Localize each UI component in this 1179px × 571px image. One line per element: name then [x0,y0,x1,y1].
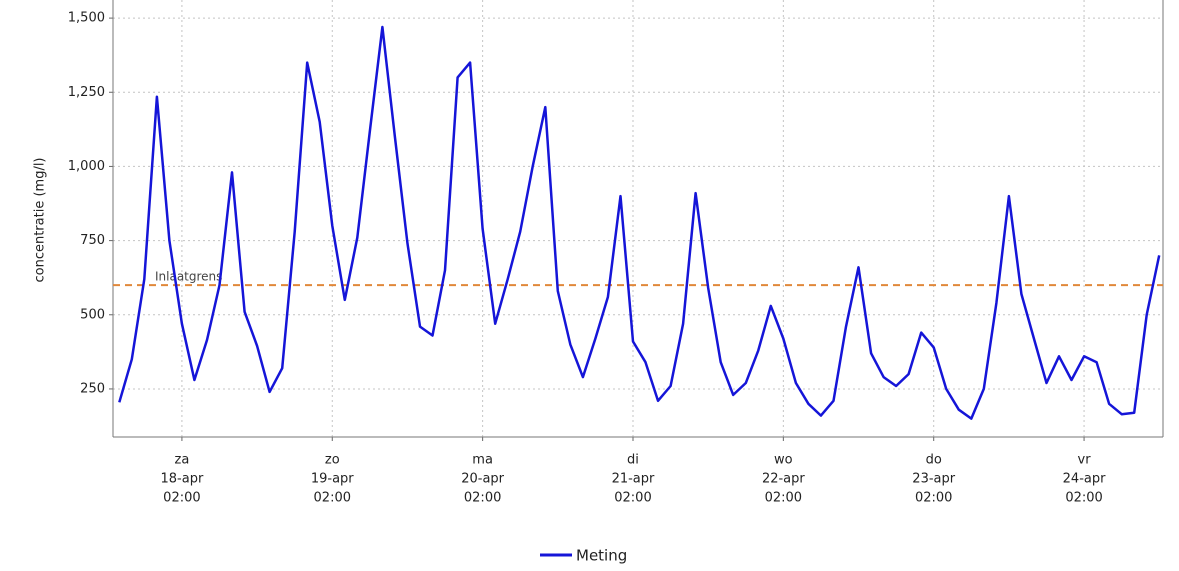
x-tick-label: 18-apr [161,472,204,487]
x-tick-label: 02:00 [464,491,501,506]
x-tick-label: 24-apr [1063,472,1106,487]
x-tick-label: za [175,453,190,468]
x-tick-label: 23-apr [912,472,955,487]
x-tick-label: 22-apr [762,472,805,487]
x-tick-label: do [926,453,942,468]
y-tick-label: 250 [80,381,105,396]
legend-label: Meting [576,547,627,565]
x-tick-label: vr [1078,453,1092,468]
x-tick-label: 02:00 [314,491,351,506]
data-line [118,25,1161,420]
x-tick-label: wo [774,453,793,468]
x-tick-label: di [627,453,639,468]
threshold-label: Inlaatgrens [155,270,222,284]
x-tick-label: 02:00 [915,491,952,506]
x-tick-label: 19-apr [311,472,354,487]
y-axis-label: concentratie (mg/l) [33,157,48,282]
y-tick-label: 1,500 [68,11,105,26]
x-tick-label: ma [472,453,493,468]
y-tick-label: 1,250 [68,85,105,100]
x-tick-label: 02:00 [1065,491,1102,506]
y-tick-label: 500 [80,307,105,322]
x-tick-label: 02:00 [163,491,200,506]
x-tick-label: zo [325,453,340,468]
y-tick-label: 750 [80,233,105,248]
x-tick-label: 20-apr [461,472,504,487]
x-tick-label: 21-apr [612,472,655,487]
y-tick-label: 1,000 [68,159,105,174]
x-tick-label: 02:00 [614,491,651,506]
x-tick-label: 02:00 [765,491,802,506]
